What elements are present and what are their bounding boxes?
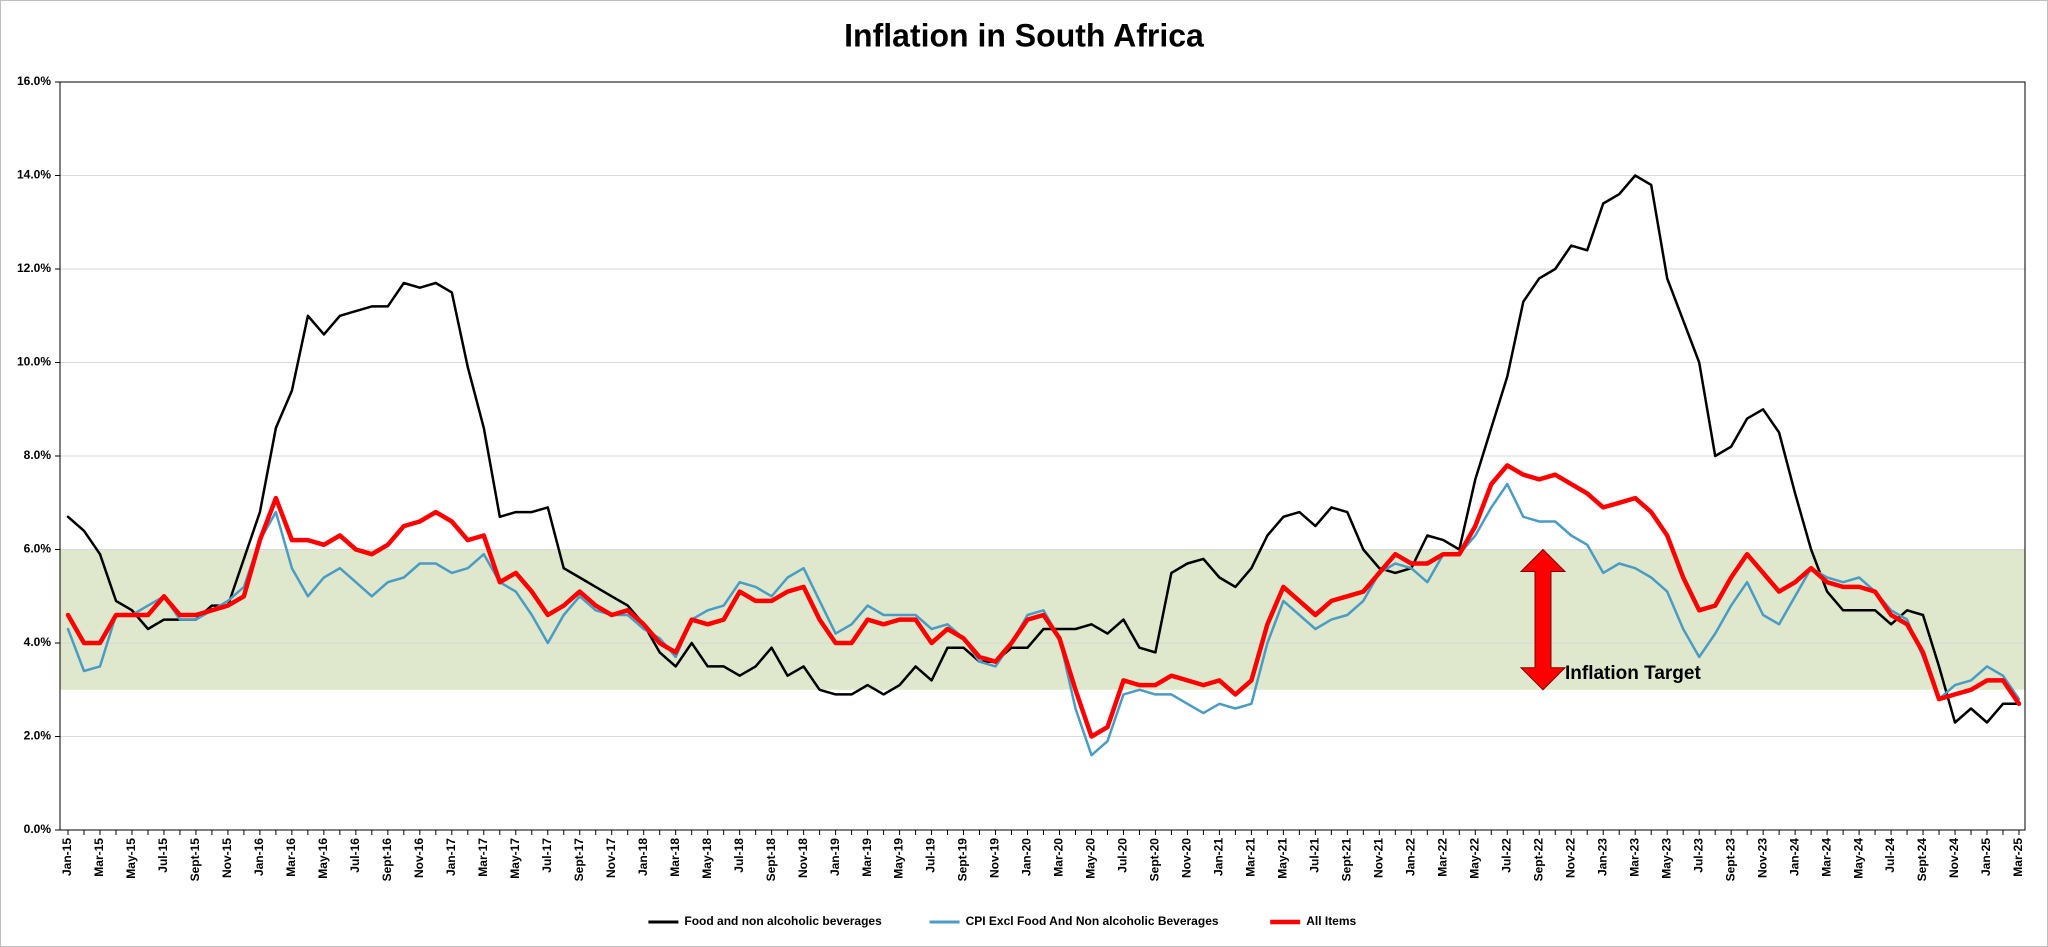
- x-tick-label: May-16: [316, 838, 330, 879]
- x-tick-label: May-17: [508, 838, 522, 879]
- x-tick-label: Mar-19: [860, 838, 874, 877]
- x-tick-label: May-23: [1659, 838, 1673, 879]
- legend: Food and non alcoholic beverages CPI Excl…: [648, 914, 1357, 928]
- legend-label: All Items: [1306, 914, 1356, 928]
- x-tick-label: Sept-15: [188, 838, 202, 882]
- x-tick-label: Nov-16: [412, 838, 426, 878]
- target-arrow: [1519, 548, 1567, 691]
- x-tick-label: Sept-16: [380, 838, 394, 882]
- x-tick-label: Mar-21: [1244, 838, 1258, 877]
- x-tick-label: Nov-17: [604, 838, 618, 878]
- annotation: Inflation Target: [1565, 663, 1701, 684]
- y-tick-label: 10.0%: [17, 355, 51, 369]
- x-tick-label: Nov-21: [1371, 838, 1385, 878]
- x-tick-label: Sept-22: [1531, 838, 1545, 882]
- x-tick-label: Jul-21: [1308, 838, 1322, 873]
- x-tick-label: Mar-23: [1627, 838, 1641, 877]
- series-line: [66, 174, 2021, 724]
- x-tick-label: Mar-22: [1435, 838, 1449, 877]
- series-line: [66, 482, 2021, 757]
- legend-label: Food and non alcoholic beverages: [684, 914, 882, 928]
- x-tick-label: Jan-15: [60, 838, 74, 876]
- x-tick-label: Jan-18: [636, 838, 650, 876]
- x-tick-label: May-20: [1084, 838, 1098, 879]
- x-tick-label: May-19: [892, 838, 906, 879]
- x-tick-label: Jan-21: [1212, 838, 1226, 876]
- x-tick-label: Nov-20: [1180, 838, 1194, 878]
- x-tick-label: Sept-19: [956, 838, 970, 882]
- x-tick-label: May-18: [700, 838, 714, 879]
- x-tick-label: Jul-20: [1116, 838, 1130, 873]
- x-tick-label: Sept-17: [572, 838, 586, 882]
- x-tick-label: Jul-22: [1499, 838, 1513, 873]
- y-tick-label: 8.0%: [24, 448, 52, 462]
- x-tick-label: Mar-17: [476, 838, 490, 877]
- x-tick-label: Jan-19: [828, 838, 842, 876]
- chart-title: Inflation in South Africa: [844, 17, 1204, 53]
- x-tick-label: Sept-23: [1723, 838, 1737, 882]
- y-tick-label: 12.0%: [17, 261, 51, 275]
- x-tick-label: Jan-25: [1979, 838, 1993, 876]
- x-tick-label: Sept-24: [1915, 838, 1929, 882]
- x-tick-label: Jan-20: [1020, 838, 1034, 876]
- x-tick-label: Nov-24: [1947, 838, 1961, 878]
- x-tick-label: Jul-17: [540, 838, 554, 873]
- x-tick-label: Mar-20: [1052, 838, 1066, 877]
- x-tick-label: May-24: [1851, 838, 1865, 879]
- x-tick-label: Mar-18: [668, 838, 682, 877]
- plot-frame: [59, 81, 2026, 831]
- x-tick-label: Sept-20: [1148, 838, 1162, 882]
- x-tick-label: Jan-16: [252, 838, 266, 876]
- legend-label: CPI Excl Food And Non alcoholic Beverage…: [966, 914, 1219, 928]
- x-tick-label: Nov-15: [220, 838, 234, 878]
- y-tick-label: 14.0%: [17, 168, 51, 182]
- target-band: [60, 549, 2025, 690]
- x-tick-label: Mar-15: [92, 838, 106, 877]
- x-tick-label: Nov-22: [1563, 838, 1577, 878]
- x-tick-label: Jan-22: [1403, 838, 1417, 876]
- x-tick-label: Jul-23: [1691, 838, 1705, 873]
- x-tick-label: Mar-16: [284, 838, 298, 877]
- y-tick-label: 16.0%: [17, 74, 51, 88]
- x-tick-label: Jan-17: [444, 838, 458, 876]
- x-tick-label: May-15: [124, 838, 138, 879]
- x-tick-label: Jul-18: [732, 838, 746, 873]
- x-tick-label: Jan-24: [1787, 838, 1801, 876]
- x-tick-label: Nov-23: [1755, 838, 1769, 878]
- x-tick-label: May-21: [1276, 838, 1290, 879]
- x-tick-label: Nov-18: [796, 838, 810, 878]
- x-tick-label: May-22: [1467, 838, 1481, 879]
- y-tick-label: 6.0%: [24, 542, 52, 556]
- x-tick-label: Mar-25: [2011, 838, 2025, 877]
- y-tick-label: 2.0%: [24, 729, 52, 743]
- series-line: [65, 463, 2022, 739]
- y-tick-label: 0.0%: [24, 822, 52, 836]
- x-tick-label: Nov-19: [988, 838, 1002, 878]
- x-tick-label: Jul-15: [156, 838, 170, 873]
- y-tick-label: 4.0%: [24, 635, 52, 649]
- x-tick-label: Sept-18: [764, 838, 778, 882]
- x-tick-label: Jul-19: [924, 838, 938, 873]
- x-tick-label: Jan-23: [1595, 838, 1609, 876]
- x-tick-label: Mar-24: [1819, 838, 1833, 877]
- x-tick-label: Sept-21: [1340, 838, 1354, 882]
- x-tick-label: Jul-24: [1883, 838, 1897, 873]
- x-tick-label: Jul-16: [348, 838, 362, 873]
